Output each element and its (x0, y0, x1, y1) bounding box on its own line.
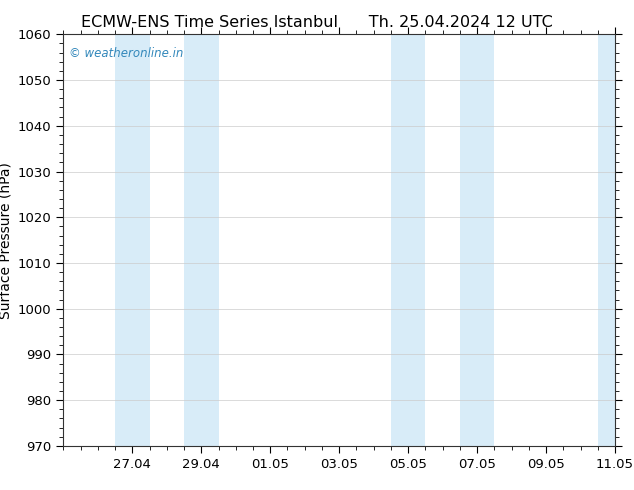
Bar (115, 34, 150, 446)
Bar (391, 34, 425, 446)
Text: © weatheronline.in: © weatheronline.in (69, 47, 183, 60)
Text: ECMW-ENS Time Series Istanbul      Th. 25.04.2024 12 UTC: ECMW-ENS Time Series Istanbul Th. 25.04.… (81, 15, 553, 30)
Y-axis label: Surface Pressure (hPa): Surface Pressure (hPa) (0, 162, 12, 318)
Bar (460, 34, 495, 446)
Bar (184, 34, 219, 446)
Bar (598, 34, 632, 446)
